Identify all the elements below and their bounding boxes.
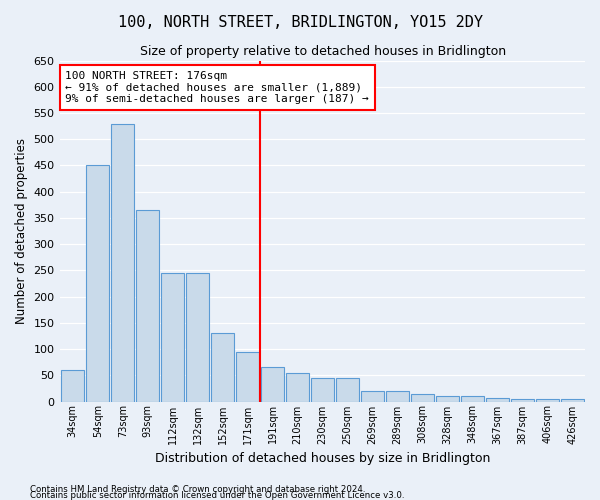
Text: 100 NORTH STREET: 176sqm
← 91% of detached houses are smaller (1,889)
9% of semi: 100 NORTH STREET: 176sqm ← 91% of detach…	[65, 71, 369, 104]
Y-axis label: Number of detached properties: Number of detached properties	[15, 138, 28, 324]
Bar	[211, 334, 234, 402]
Title: Size of property relative to detached houses in Bridlington: Size of property relative to detached ho…	[140, 45, 506, 58]
Bar	[337, 378, 359, 402]
Bar	[286, 372, 309, 402]
Bar	[486, 398, 509, 402]
Bar	[136, 210, 159, 402]
Bar	[461, 396, 484, 402]
Bar	[187, 273, 209, 402]
Bar	[386, 391, 409, 402]
Bar	[412, 394, 434, 402]
Bar	[236, 352, 259, 402]
Bar	[536, 399, 559, 402]
Text: Contains HM Land Registry data © Crown copyright and database right 2024.: Contains HM Land Registry data © Crown c…	[30, 484, 365, 494]
Bar	[86, 166, 109, 402]
Bar	[361, 391, 384, 402]
Bar	[161, 273, 184, 402]
Text: 100, NORTH STREET, BRIDLINGTON, YO15 2DY: 100, NORTH STREET, BRIDLINGTON, YO15 2DY	[118, 15, 482, 30]
Bar	[561, 399, 584, 402]
Bar	[311, 378, 334, 402]
Text: Contains public sector information licensed under the Open Government Licence v3: Contains public sector information licen…	[30, 490, 404, 500]
Bar	[262, 368, 284, 402]
X-axis label: Distribution of detached houses by size in Bridlington: Distribution of detached houses by size …	[155, 452, 490, 465]
Bar	[511, 399, 534, 402]
Bar	[61, 370, 84, 402]
Bar	[112, 124, 134, 402]
Bar	[436, 396, 459, 402]
